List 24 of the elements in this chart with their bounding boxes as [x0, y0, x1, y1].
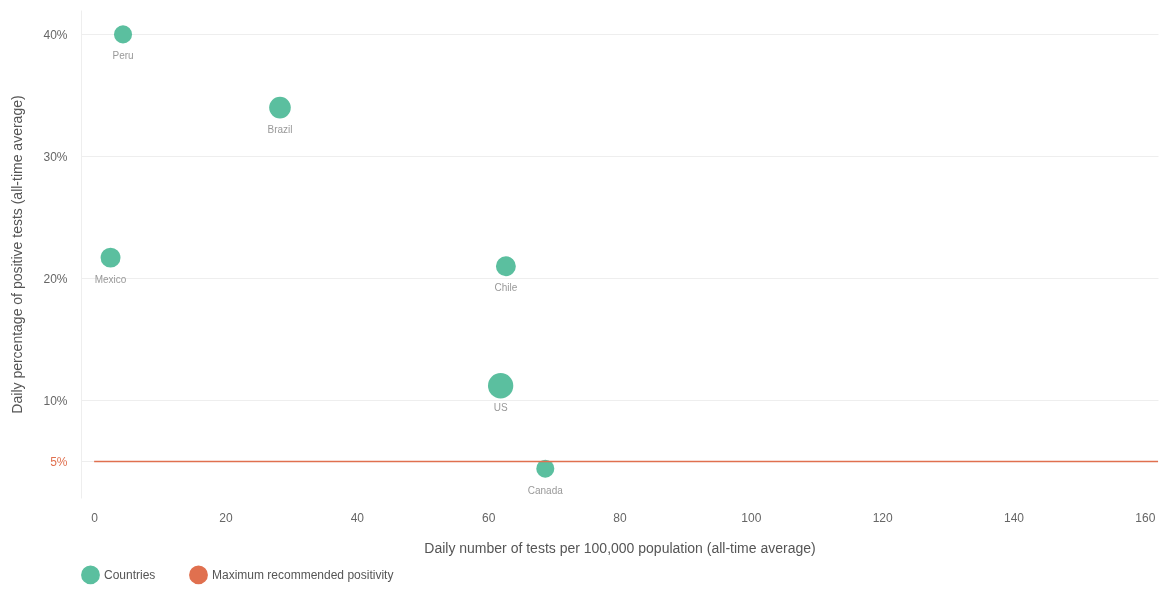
y-tick-label: 20% — [43, 271, 68, 286]
y-tick-label: 10% — [43, 393, 68, 408]
x-tick-label: 160 — [1135, 510, 1156, 525]
legend-label: Countries — [104, 567, 156, 582]
y-tick-label: 5% — [50, 454, 68, 469]
x-tick-label: 120 — [872, 510, 894, 525]
x-tick-label: 40 — [350, 510, 365, 525]
annotation: Chile — [494, 282, 518, 294]
x-tick-label: 0 — [91, 510, 99, 525]
y-tick-label: 40% — [43, 27, 68, 42]
annotation: Peru — [112, 50, 134, 62]
annotation: Brazil — [267, 123, 293, 135]
x-tick-label: 100 — [741, 510, 762, 525]
legend-label: Maximum recommended positivity — [212, 567, 394, 582]
x-tick-label: 80 — [613, 510, 627, 525]
y-axis-title: Daily percentage of positive tests (all-time average) — [9, 95, 26, 414]
annotation: Canada — [527, 484, 564, 496]
x-tick-label: 20 — [219, 510, 233, 525]
x-axis-title: Daily number of tests per 100,000 population (all-time average) — [424, 539, 816, 556]
y-tick-label: 30% — [43, 149, 68, 164]
x-tick-label: 60 — [481, 510, 496, 525]
annotation: US — [493, 401, 508, 413]
annotation: Mexico — [94, 273, 127, 285]
x-tick-label: 140 — [1004, 510, 1025, 525]
